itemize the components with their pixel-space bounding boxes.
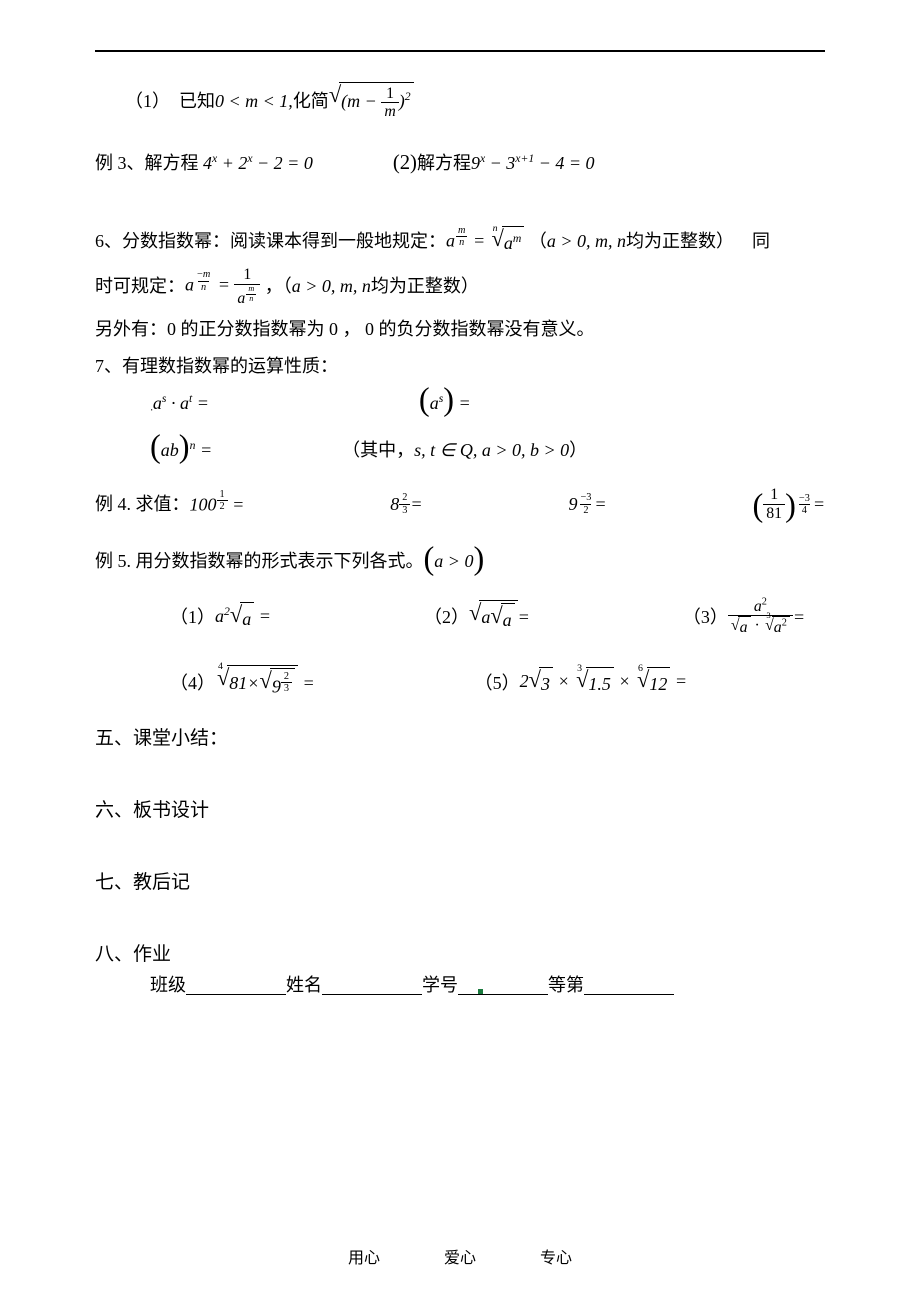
s7-where: （其中， [342,436,414,465]
ex5-text: 用分数指数幂的形式表示下列各式。 [136,547,424,576]
ex4-c: 9−32 = [568,490,606,519]
s7-close: ） [569,436,587,465]
problem-1: （1） 已知 0 < m < 1, 化简 √ (m − 1m)2 [95,82,825,121]
foot2: 爱心 [444,1250,476,1267]
ex3-eq2: 9x − 3x+1 − 4 = 0 [471,149,595,178]
section-6-line2: 时可规定： a−mn = 1amn ，（ a > 0, m, n 均为正整数） [95,266,825,307]
s6-text2-head: 同 [752,227,770,256]
s7-prop2: (as) = [419,389,471,418]
ex5-row2: （4） 4√ 81×√923 = （5） 2√3 × 3√1.5 × 6√12 … [95,665,825,701]
s7-prop3: (ab)n = [150,436,212,465]
ex4-a: 10012 = [190,489,245,519]
p1-sqrt: √ (m − 1m)2 [329,82,414,121]
s6-label: 6、 [95,227,122,256]
f-class: 班级 [150,971,186,1000]
ex3-label: 例 3、 [95,149,145,178]
section-8-heading: 八、作业 [95,939,825,966]
s6-cond2b: 均为正整数） [371,272,479,301]
section-6-heading: 六、板书设计 [95,795,825,822]
ex5-1: （1） a2√a = [170,602,271,634]
p1-label: （1） [125,87,170,116]
f-id: 学号 [422,971,458,1000]
ex3-eq1: 4x + 2x − 2 = 0 [203,149,313,178]
p1-text1: 已知 [179,87,215,116]
section-7: 7、 有理数指数幂的运算性质： [95,352,825,381]
s7-cond: s, t ∈ Q, a > 0, b > 0 [414,436,569,465]
ex4-label: 例 4. [95,490,131,519]
ex3-label2: (2) [393,147,417,180]
p1-math1: 0 < m < 1, [215,87,293,116]
ex5-cond: (a > 0) [424,547,485,576]
foot1: 用心 [348,1250,380,1267]
s7-text: 有理数指数幂的运算性质： [122,352,338,381]
ex5-4: （4） 4√ 81×√923 = [170,665,315,701]
example-4: 例 4. 求值： 10012 = 823 = 9−32 = (181)−34 = [95,486,825,522]
ex5-label: 例 5. [95,547,131,576]
ex3-text1: 解方程 [145,149,199,178]
blank-class[interactable] [186,976,286,995]
s6-cond2-math: a > 0, m, n [292,272,371,301]
s6-text1: 分数指数幂：阅读课本得到一般地规定： [122,227,446,256]
s6-formula2: a−mn = 1amn [185,266,260,307]
ex3-text2: 解方程 [417,149,471,178]
ex5-2: （2） √a√a = [424,600,530,635]
top-rule [95,50,825,52]
foot3: 专心 [540,1250,572,1267]
ex5-5: （5） 2√3 × 3√1.5 × 6√12 = [475,667,687,699]
footer: 用心 爱心 专心 [0,1244,920,1268]
form-line: 班级 姓名 学号 等第 [95,971,825,1000]
s7-prop1: ·as · at = [150,389,209,418]
s6-cond1-math: a > 0, m, n [547,227,626,256]
cursor-icon [478,989,483,994]
blank-name[interactable] [322,976,422,995]
ex4-d: (181)−34 = [752,486,825,522]
s6-cond1a: （ [529,227,547,256]
ex5-3: （3） a2 √a · 3√a2 = [683,598,805,637]
s6-text2: 时可规定： [95,272,185,301]
s7-label: 7、 [95,352,122,381]
s6-cond2a: ，（ [265,272,292,301]
section-7-heading: 七、教后记 [95,867,825,894]
ex5-row1: （1） a2√a = （2） √a√a = （3） a2 √a · 3√a2 = [95,598,825,637]
ex4-b: 823 = [390,490,422,519]
ex4-text: 求值： [136,490,190,519]
p1-text2: 化简 [293,87,329,116]
section-6-line1: 6、 分数指数幂：阅读课本得到一般地规定： amn = n√am （ a > 0… [95,225,825,258]
f-grade: 等第 [548,971,584,1000]
example-5: 例 5. 用分数指数幂的形式表示下列各式。 (a > 0) [95,547,825,576]
section-5-heading: 五、课堂小结： [95,723,825,750]
f-name: 姓名 [286,971,322,1000]
s6-cond1b: 均为正整数） [626,227,734,256]
section-6-note: 另外有：0 的正分数指数幂为 0 ， 0 的负分数指数幂没有意义。 [95,315,825,344]
s7-props-row2: (ab)n = （其中， s, t ∈ Q, a > 0, b > 0 ） [95,436,825,465]
blank-grade[interactable] [584,976,674,995]
blank-id[interactable] [458,976,548,995]
example-3: 例 3、 解方程 4x + 2x − 2 = 0 (2) 解方程 9x − 3x… [95,147,825,180]
s6-formula1: amn = n√am [446,225,524,258]
s7-props-row1: ·as · at = (as) = [95,389,825,418]
